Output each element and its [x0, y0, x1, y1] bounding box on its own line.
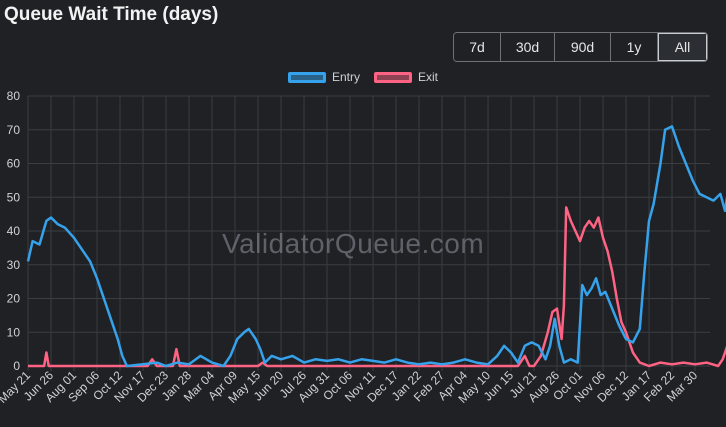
chart-legend: Entry Exit [0, 70, 726, 84]
y-tick-label: 20 [7, 292, 21, 306]
legend-item-exit[interactable]: Exit [374, 70, 438, 84]
y-tick-label: 70 [7, 123, 21, 137]
series-line-entry [26, 125, 726, 368]
page-title: Queue Wait Time (days) [4, 4, 219, 25]
y-tick-label: 0 [13, 359, 20, 373]
range-90d-button[interactable]: 90d [555, 33, 611, 61]
y-tick-label: 10 [7, 325, 21, 339]
range-30d-button[interactable]: 30d [501, 33, 555, 61]
legend-item-entry[interactable]: Entry [287, 70, 360, 84]
legend-swatch-exit [374, 71, 412, 83]
watermark: ValidatorQueue.com [222, 228, 485, 259]
range-1y-button[interactable]: 1y [611, 33, 658, 61]
legend-swatch-entry [287, 71, 326, 83]
y-tick-label: 60 [7, 157, 21, 171]
time-range-selector: 7d 30d 90d 1y All [453, 32, 708, 62]
y-tick-label: 40 [7, 224, 21, 238]
y-tick-label: 50 [7, 190, 21, 204]
y-tick-label: 30 [7, 258, 21, 272]
range-all-button[interactable]: All [658, 33, 707, 61]
legend-label-entry: Entry [331, 70, 360, 84]
legend-label-exit: Exit [418, 70, 439, 84]
y-tick-label: 80 [7, 89, 21, 103]
series-line-exit [28, 206, 726, 368]
range-7d-button[interactable]: 7d [454, 33, 501, 61]
